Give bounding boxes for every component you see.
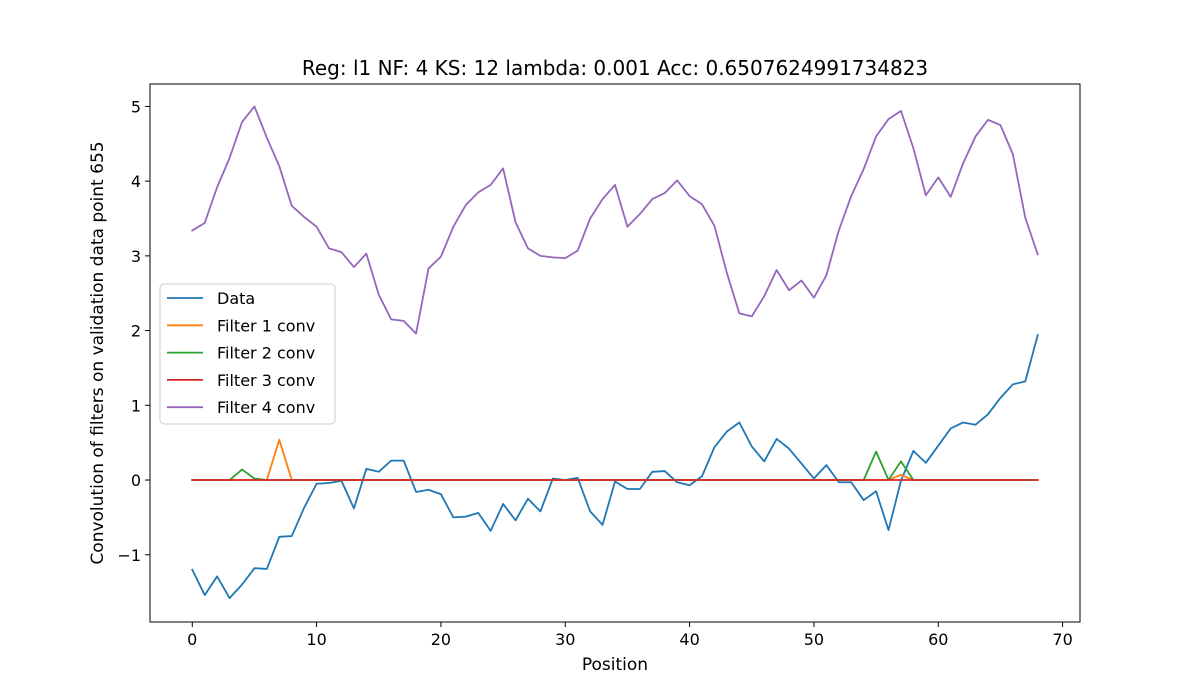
series-line-2: [191, 438, 1039, 481]
x-tick-label: 0: [187, 630, 197, 649]
y-tick-label: −1: [117, 546, 141, 565]
legend: Data Filter 1 conv Filter 2 conv Filter 3 c…: [159, 283, 336, 425]
x-tick-label: 60: [928, 630, 948, 649]
x-tick-label: 40: [679, 630, 699, 649]
series-line-1: [191, 333, 1039, 599]
x-tick-label: 10: [306, 630, 326, 649]
legend-box: [159, 283, 336, 425]
chart-title: Reg: l1 NF: 4 KS: 12 lambda: 0.001 Acc: …: [302, 56, 928, 80]
x-tick-label: 30: [555, 630, 575, 649]
x-tick-label: 20: [431, 630, 451, 649]
legend-label-2: Filter 1 conv: [217, 316, 315, 335]
legend-label-5: Filter 4 conv: [217, 398, 315, 417]
y-tick-label: 4: [131, 172, 141, 191]
y-tick-label: 2: [131, 322, 141, 341]
x-axis-label: Position: [582, 655, 648, 675]
legend-label-4: Filter 3 conv: [217, 371, 315, 390]
x-tick-label: 50: [804, 630, 824, 649]
series-line-5: [191, 105, 1039, 335]
legend-label-3: Filter 2 conv: [217, 344, 315, 363]
plot-frame: [149, 83, 1081, 623]
y-axis: −1 0 1 2 3 4 5: [117, 97, 150, 565]
y-tick-label: 5: [131, 97, 141, 116]
y-tick-label: 1: [131, 396, 141, 415]
x-tick-label: 70: [1052, 630, 1072, 649]
y-axis-label: Convolution of filters on validation dat…: [88, 141, 108, 564]
y-tick-label: 0: [131, 471, 141, 490]
x-axis: 0 10 20 30 40 50 60 70: [187, 622, 1073, 649]
series-layer: [191, 105, 1039, 599]
legend-label-1: Data: [217, 289, 255, 308]
y-tick-label: 3: [131, 247, 141, 266]
